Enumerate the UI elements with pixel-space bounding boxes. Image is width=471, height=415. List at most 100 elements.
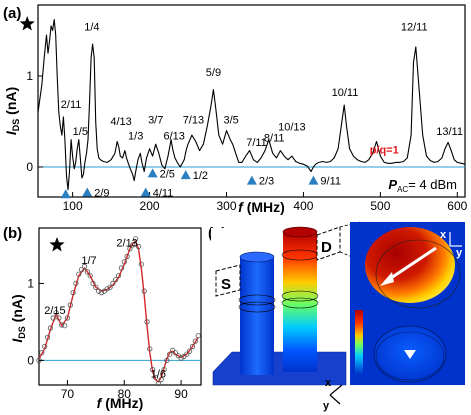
panel-c-simulation: S D x y x y xyxy=(211,221,465,412)
data-point-b xyxy=(167,351,173,357)
resonance-label-a: 8/11 xyxy=(264,132,285,144)
data-point-b xyxy=(133,236,139,242)
resonance-label-a: p/q=1 xyxy=(370,144,399,156)
triangle-label-a: 4/11 xyxy=(153,187,174,199)
data-point-b xyxy=(61,323,68,329)
axis-y-arrow-left xyxy=(329,394,341,405)
source-pillar-top xyxy=(239,251,275,263)
resonance-label-b: 1/6 xyxy=(151,368,166,380)
data-point-b xyxy=(79,266,85,273)
resonance-label-a: 13/11 xyxy=(436,126,463,138)
x-tick-label-a: 400 xyxy=(293,199,313,213)
data-point-b xyxy=(189,343,196,350)
triangle-marker-a xyxy=(180,170,191,180)
axis-x-label-left: x xyxy=(325,377,332,389)
x-axis-title-b: f (MHz) xyxy=(97,395,144,411)
data-point-b xyxy=(73,280,79,286)
y-axis-title-a: IDS (nA) xyxy=(3,87,21,135)
resonance-label-b: 2/15 xyxy=(44,305,65,317)
data-point-b xyxy=(187,348,193,354)
x-tick-label-b: 90 xyxy=(174,387,188,401)
data-point-b xyxy=(96,288,102,294)
x-tick-label-b: 80 xyxy=(118,387,132,401)
data-point-b xyxy=(47,325,54,331)
panel-a-frame xyxy=(37,4,466,198)
star-marker-a xyxy=(19,16,35,31)
data-point-b xyxy=(164,357,170,363)
triangle-marker-a xyxy=(308,175,319,185)
data-point-b xyxy=(81,263,88,270)
data-point-b xyxy=(118,265,125,271)
resonance-label-a: 10/13 xyxy=(278,122,306,134)
axis-x-arrow-left xyxy=(329,384,343,396)
fit-curve-b xyxy=(38,240,199,383)
data-point-b xyxy=(158,376,164,383)
triangle-marker-a xyxy=(60,189,71,199)
y-axis-title-b: IDS (nA) xyxy=(9,294,27,342)
data-point-b xyxy=(161,366,167,373)
panel-b-frame xyxy=(38,227,202,386)
panel-a: 100 200 300 400 500 600 0 1 IDS (nA) f (MHz) 1/4 2/… xyxy=(3,4,468,215)
triangle-marker-a xyxy=(82,187,93,197)
drain-label: D xyxy=(321,239,332,256)
data-point-b xyxy=(121,259,127,265)
data-point-b xyxy=(76,271,82,277)
data-point-b xyxy=(93,284,99,290)
x-tick-label-a: 300 xyxy=(216,199,236,213)
y-tick-label-a: 0 xyxy=(26,160,33,174)
drain-pillar-ring-2 xyxy=(281,290,319,302)
data-point-b xyxy=(155,380,161,387)
data-point-b xyxy=(144,319,150,325)
data-point-b xyxy=(150,366,156,373)
data-point-b xyxy=(87,273,93,279)
data-point-b xyxy=(50,315,56,321)
polarization-arrow-head xyxy=(380,272,394,286)
y-tick-label-a: 1 xyxy=(26,69,33,83)
x-tick-label-b: 70 xyxy=(61,387,75,401)
colorbar xyxy=(355,310,363,374)
data-point-b xyxy=(195,333,201,339)
source-pillar xyxy=(240,257,274,375)
source-pillar-ring-2 xyxy=(238,301,276,313)
data-point-b xyxy=(116,273,122,279)
resonance-label-a: 3/5 xyxy=(223,114,238,126)
resonance-label-b: 1/7 xyxy=(81,255,96,267)
resonance-label-a: 7/13 xyxy=(183,114,204,126)
data-point-b xyxy=(64,315,71,321)
triangle-label-a: 9/11 xyxy=(320,176,341,188)
x-tick-label-a: 600 xyxy=(447,199,467,213)
x-tick-label-a: 100 xyxy=(63,199,83,213)
data-point-b xyxy=(184,351,190,357)
resonance-label-a: 12/11 xyxy=(401,21,428,33)
triangle-marker-a xyxy=(147,168,158,178)
data-point-b xyxy=(90,280,96,286)
data-point-b xyxy=(67,302,73,308)
resonance-label-a: 4/13 xyxy=(110,116,131,128)
source-top-disk-outline xyxy=(375,331,445,381)
data-point-b xyxy=(124,253,130,260)
resonance-label-a: 2/11 xyxy=(61,99,82,111)
data-point-b xyxy=(59,322,65,328)
data-point-b xyxy=(147,346,153,352)
source-label: S xyxy=(221,276,231,293)
drain-pillar-top xyxy=(282,226,318,238)
data-point-b xyxy=(98,289,105,296)
resonance-label-a: 6/13 xyxy=(163,131,184,143)
drain-top-disk-outline xyxy=(375,239,461,309)
resonance-label-a: 1/4 xyxy=(84,21,99,33)
y-tick-label-b: 1 xyxy=(27,276,34,290)
resonance-label-a: 10/11 xyxy=(332,87,359,99)
panel-a-label: (a) xyxy=(3,5,21,22)
triangle-label-a: 2/5 xyxy=(160,168,175,180)
data-point-b xyxy=(135,243,142,250)
data-point-b xyxy=(178,355,184,361)
triangle-label-a: 1/2 xyxy=(193,170,208,182)
data-point-b xyxy=(110,280,116,286)
axis-x-label-right: x xyxy=(440,229,447,241)
down-triangle-marker xyxy=(404,350,416,359)
source-label-box xyxy=(215,264,241,297)
data-point-b xyxy=(107,284,113,290)
resonance-label-a: 7/11 xyxy=(246,137,267,149)
